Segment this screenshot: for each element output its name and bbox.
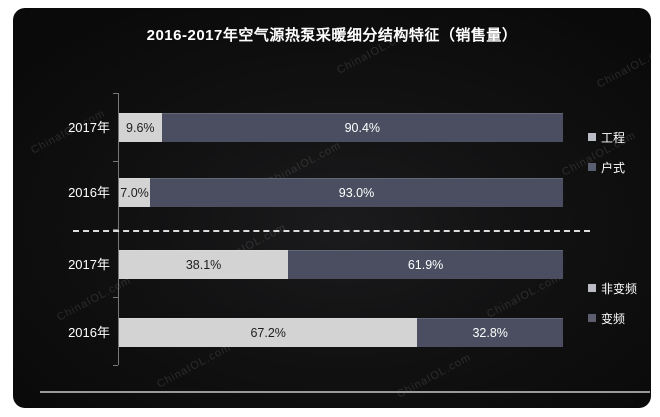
watermark-text: ChinaIOL.com — [55, 274, 134, 324]
bar-segment-变频: 61.9% — [288, 250, 563, 279]
segment-value-label: 61.9% — [407, 258, 444, 272]
segment-value-label: 90.4% — [344, 121, 381, 135]
legend-swatch-icon — [588, 284, 596, 292]
y-axis-line — [118, 93, 119, 365]
legend-label: 变频 — [601, 311, 626, 326]
segment-value-label: 67.2% — [250, 326, 286, 340]
category-label: 2016年 — [68, 185, 110, 200]
segment-value-label: 32.8% — [472, 326, 508, 340]
legend-group-2: 非变频 变频 — [588, 280, 637, 326]
segment-value-label: 7.0% — [120, 186, 149, 200]
legend-label: 户式 — [601, 160, 626, 175]
legend-item-变频: 变频 — [588, 310, 637, 326]
bar-row: 67.2% 32.8% — [119, 318, 563, 347]
group-separator-line — [73, 230, 590, 232]
axis-tick — [113, 365, 118, 366]
bar-segment-户式: 90.4% — [161, 113, 563, 142]
bar-segment-工程: 7.0% — [119, 178, 151, 207]
legend-swatch-icon — [588, 163, 596, 171]
baseline-rule — [40, 391, 650, 393]
segment-value-label: 9.6% — [126, 121, 155, 135]
watermark-text: ChinaIOL.com — [155, 341, 234, 391]
bar-segment-非变频: 67.2% — [119, 318, 418, 347]
category-label: 2017年 — [68, 257, 110, 272]
axis-tick — [113, 93, 118, 94]
bar-row: 38.1% 61.9% — [119, 250, 563, 279]
legend-swatch-icon — [588, 133, 596, 141]
axis-tick — [113, 161, 118, 162]
bar-segment-非变频: 38.1% — [119, 250, 289, 279]
segment-value-label: 38.1% — [185, 258, 222, 272]
legend-item-非变频: 非变频 — [588, 280, 637, 296]
bar-row: 7.0% 93.0% — [119, 178, 563, 207]
bar-row: 9.6% 90.4% — [119, 113, 563, 142]
legend-swatch-icon — [588, 314, 596, 322]
segment-value-label: 93.0% — [338, 186, 375, 200]
watermark-text: ChinaIOL.com — [595, 41, 651, 91]
axis-tick — [113, 297, 118, 298]
bar-segment-变频: 32.8% — [417, 318, 563, 347]
chart-card: 2016-2017年空气源热泵采暖细分结构特征（销售量） ChinaIOL.co… — [13, 8, 651, 408]
bar-segment-工程: 9.6% — [119, 113, 162, 142]
legend-label: 工程 — [601, 130, 626, 145]
category-label: 2017年 — [68, 120, 110, 135]
legend-group-1: 工程 户式 — [588, 129, 625, 175]
watermark-text: ChinaIOL.com — [395, 351, 474, 401]
category-label: 2016年 — [68, 325, 110, 340]
bar-segment-户式: 93.0% — [150, 178, 563, 207]
legend-item-户式: 户式 — [588, 159, 625, 175]
legend-item-工程: 工程 — [588, 129, 625, 145]
legend-label: 非变频 — [601, 281, 638, 296]
axis-tick — [113, 229, 118, 230]
chart-title: 2016-2017年空气源热泵采暖细分结构特征（销售量） — [146, 27, 518, 44]
